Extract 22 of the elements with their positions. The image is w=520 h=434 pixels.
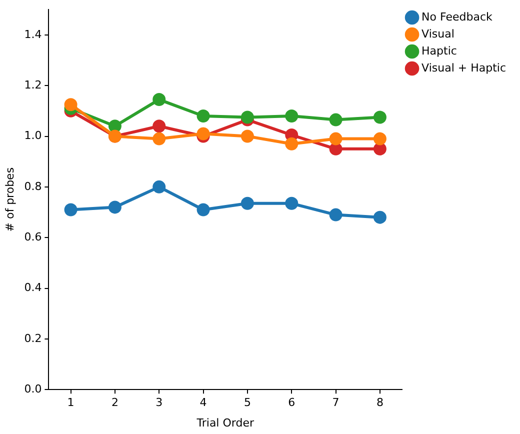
- y-tick-label: 0.4: [24, 281, 42, 294]
- legend-label: Visual + Haptic: [422, 61, 506, 74]
- y-tick-label: 1.2: [24, 78, 42, 92]
- x-tick-label: 3: [156, 396, 163, 410]
- x-tick-label: 8: [376, 396, 384, 410]
- x-tick-label: 2: [111, 396, 118, 410]
- x-tick-label: 4: [200, 396, 207, 410]
- x-tick-label: 6: [288, 396, 296, 410]
- y-axis-title: # of probes: [3, 167, 16, 232]
- legend-label: Haptic: [422, 44, 457, 58]
- y-tick-label: 0.2: [24, 332, 42, 345]
- x-tick-label: 7: [332, 396, 340, 410]
- y-tick-label: 0.8: [24, 180, 42, 193]
- x-tick-label: 5: [244, 396, 251, 410]
- y-tick-label: 0.6: [24, 230, 42, 244]
- y-tick-label: 1.0: [24, 129, 42, 142]
- y-tick-label: 1.4: [24, 28, 42, 41]
- x-tick-label: 1: [67, 396, 74, 410]
- legend-label: No Feedback: [422, 10, 494, 24]
- legend-label: Visual: [422, 27, 454, 40]
- y-tick-label: 0.0: [24, 382, 42, 396]
- x-axis-title: Trial Order: [196, 416, 254, 430]
